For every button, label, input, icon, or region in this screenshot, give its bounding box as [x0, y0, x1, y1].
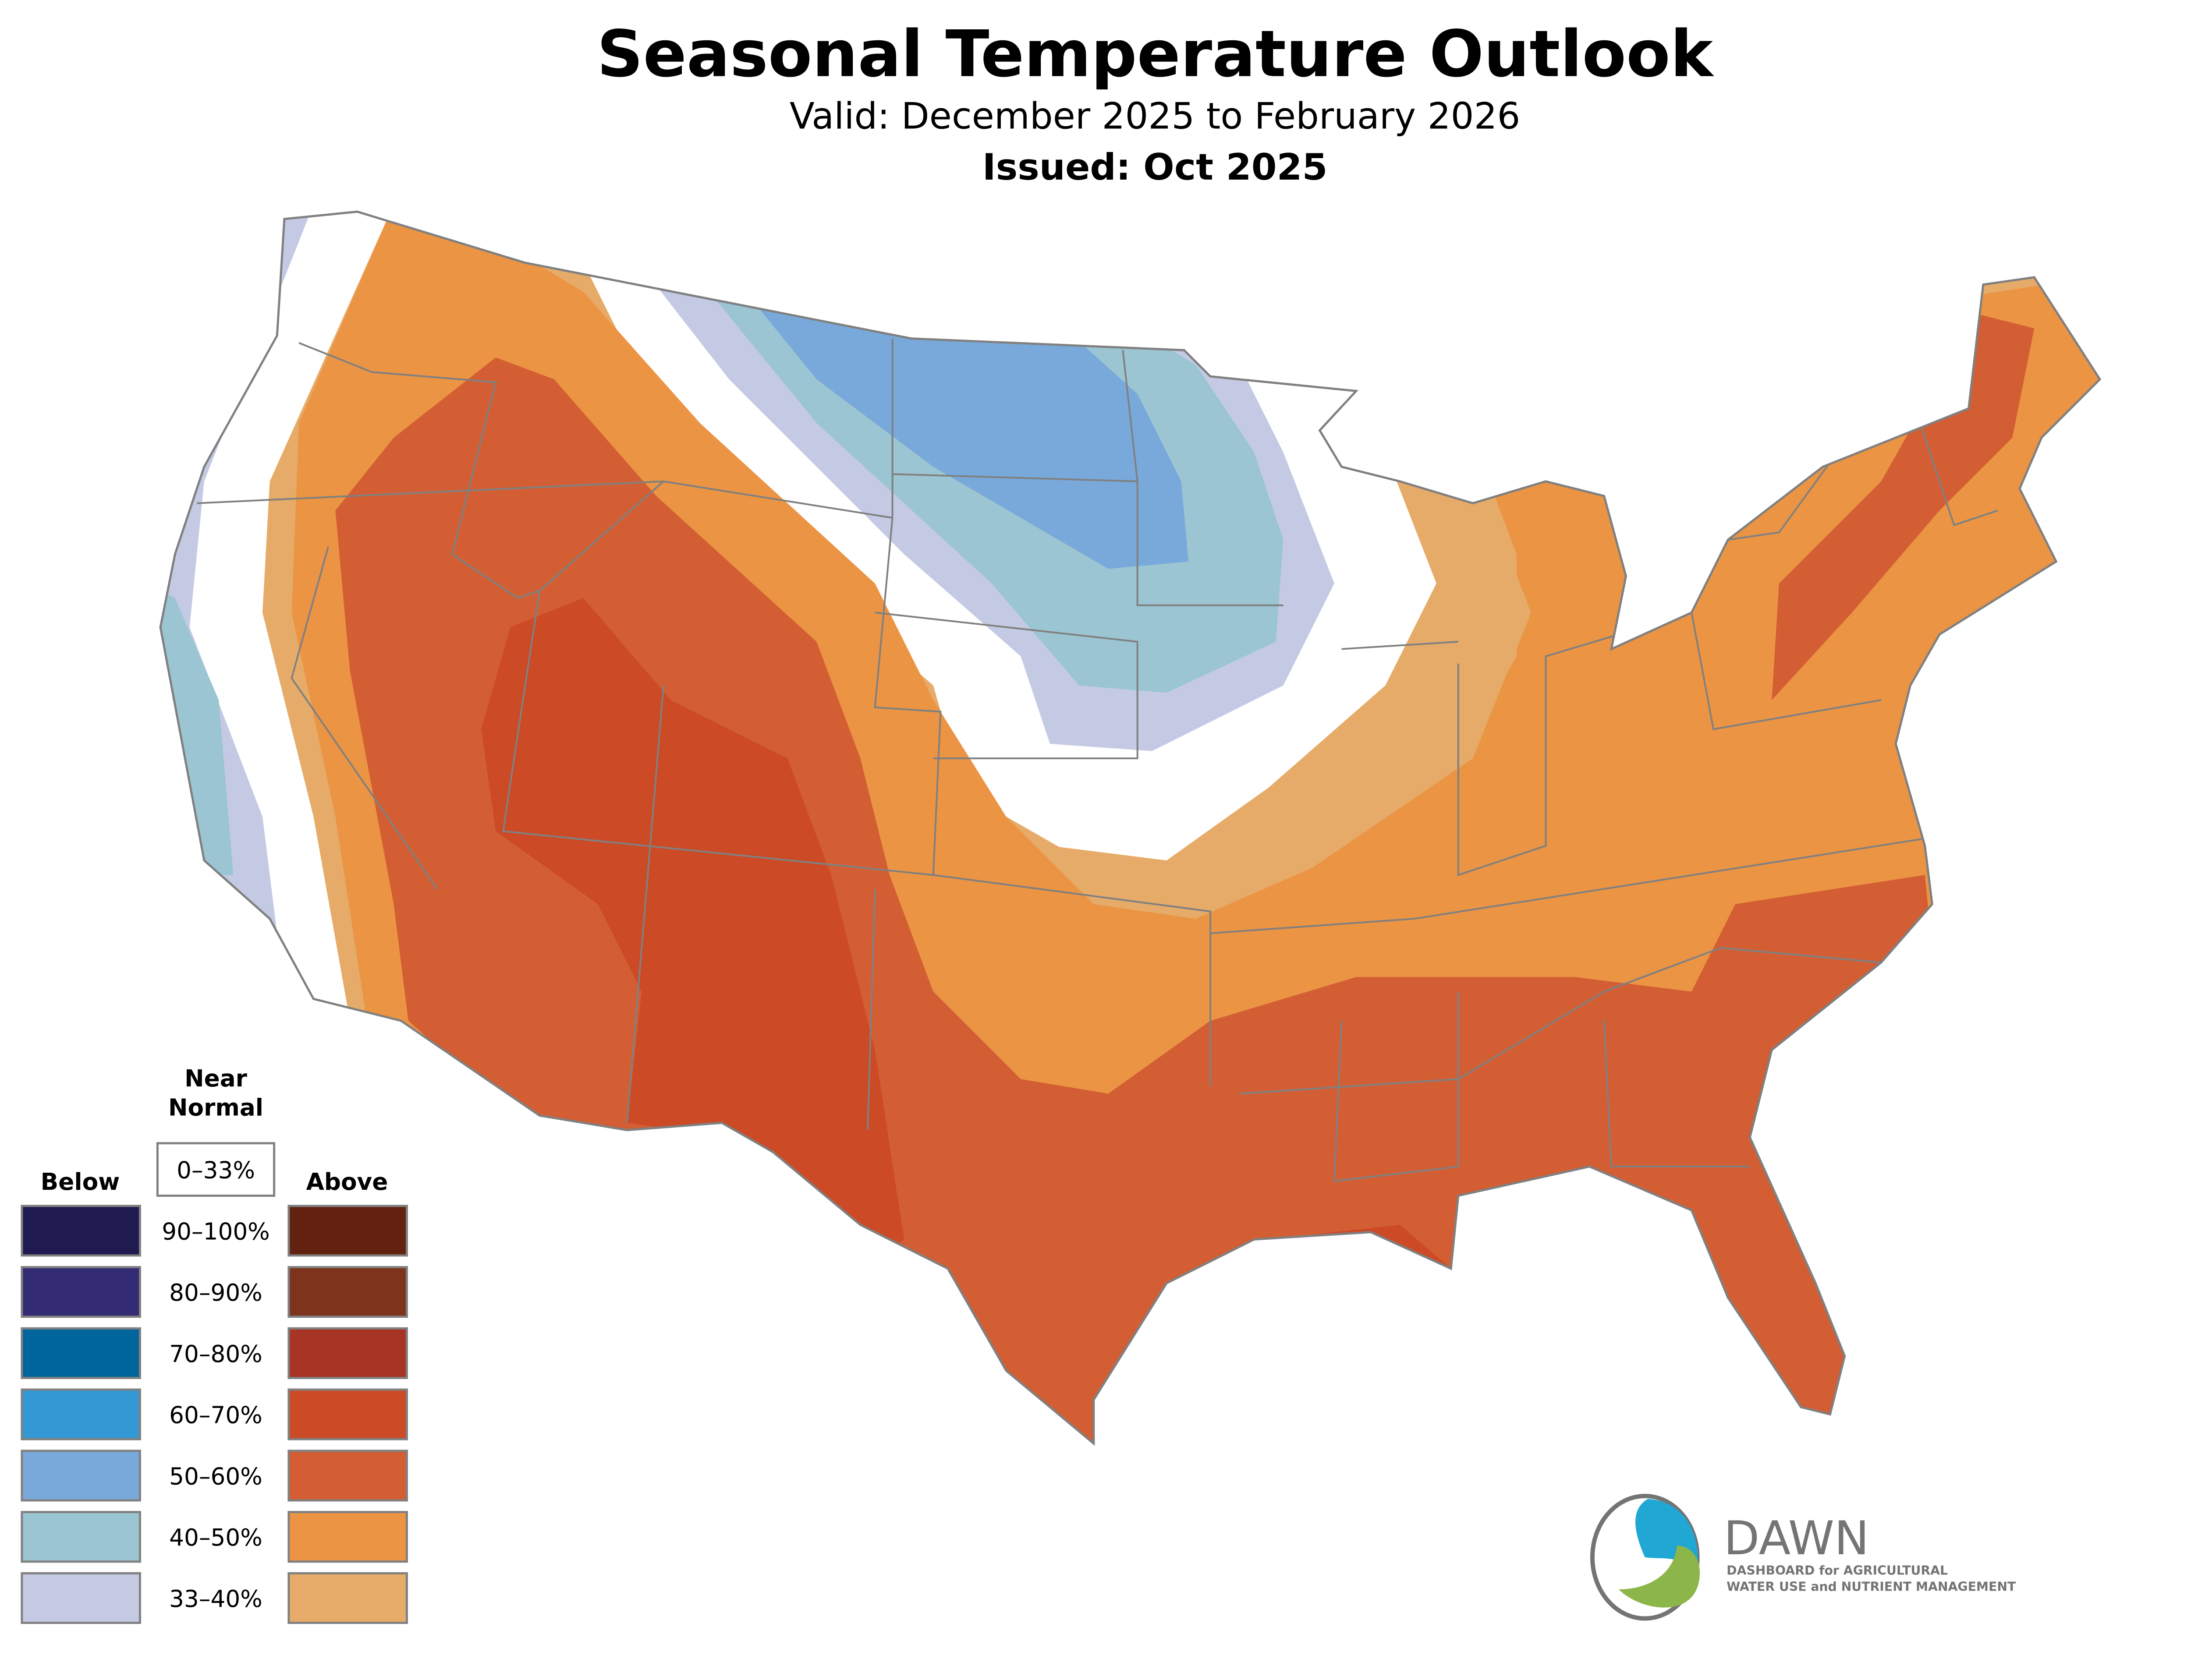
logo-leaf — [1618, 1546, 1700, 1608]
legend-above-swatch — [287, 1327, 408, 1379]
legend-rows: 90–100% 80–90% 70–80% 60–70% 50–60% 40–50% 33–… — [21, 1205, 408, 1624]
legend-above-swatch — [287, 1450, 408, 1502]
legend-range-label: 50–60% — [169, 1463, 262, 1490]
legend-above-heading: Above — [306, 1168, 388, 1195]
legend-above-swatch — [287, 1511, 408, 1563]
legend-above-swatch — [287, 1205, 408, 1257]
legend-below-swatch — [21, 1327, 141, 1379]
legend-near-normal-heading-line2: Normal — [168, 1094, 263, 1121]
legend-below-heading: Below — [41, 1168, 120, 1195]
region-above-40-50-great-lakes-tan — [933, 386, 1532, 919]
legend-range-label: 90–100% — [162, 1218, 270, 1245]
state-borders — [197, 338, 1998, 1182]
valid-dates: Valid: December 2025 to February 2026 — [790, 95, 1521, 138]
legend-above-swatch — [287, 1266, 408, 1318]
region-above-60-70-southwest — [481, 598, 904, 1269]
legend-above-swatch — [287, 1388, 408, 1440]
legend-near-normal-range: 0–33% — [177, 1157, 255, 1184]
legend-below-swatch — [21, 1388, 141, 1440]
legend-below-swatch — [21, 1205, 141, 1257]
legend-range-label: 70–80% — [169, 1340, 262, 1368]
logo-tagline-line1: DASHBOARD for AGRICULTURAL — [1727, 1563, 1948, 1578]
legend-below-swatch — [21, 1266, 141, 1318]
legend-range-label: 80–90% — [169, 1279, 262, 1306]
legend-below-swatch — [21, 1511, 141, 1563]
dawn-logo: DAWN DASHBOARD for AGRICULTURAL WATER US… — [1590, 1494, 2016, 1621]
legend-near-normal-heading-line1: Near — [184, 1065, 248, 1092]
region-above-50-60-northeast — [1772, 314, 2035, 700]
map-title: Seasonal Temperature Outlook — [597, 17, 1715, 92]
logo-wordmark: DAWN — [1723, 1511, 1869, 1566]
legend-above-swatch — [287, 1572, 408, 1624]
legend-below-swatch — [21, 1572, 141, 1624]
logo-tagline-line2: WATER USE and NUTRIENT MANAGEMENT — [1727, 1579, 2016, 1594]
legend-near-normal-swatch — [156, 1142, 276, 1197]
legend-range-label: 60–70% — [169, 1402, 262, 1429]
legend-range-label: 33–40% — [169, 1585, 262, 1613]
legend-below-swatch — [21, 1450, 141, 1502]
issued-date: Issued: Oct 2025 — [982, 146, 1328, 188]
legend: Near Normal 0–33% Below Above 90–100% 80–… — [21, 1065, 408, 1624]
legend-range-label: 40–50% — [169, 1524, 262, 1551]
